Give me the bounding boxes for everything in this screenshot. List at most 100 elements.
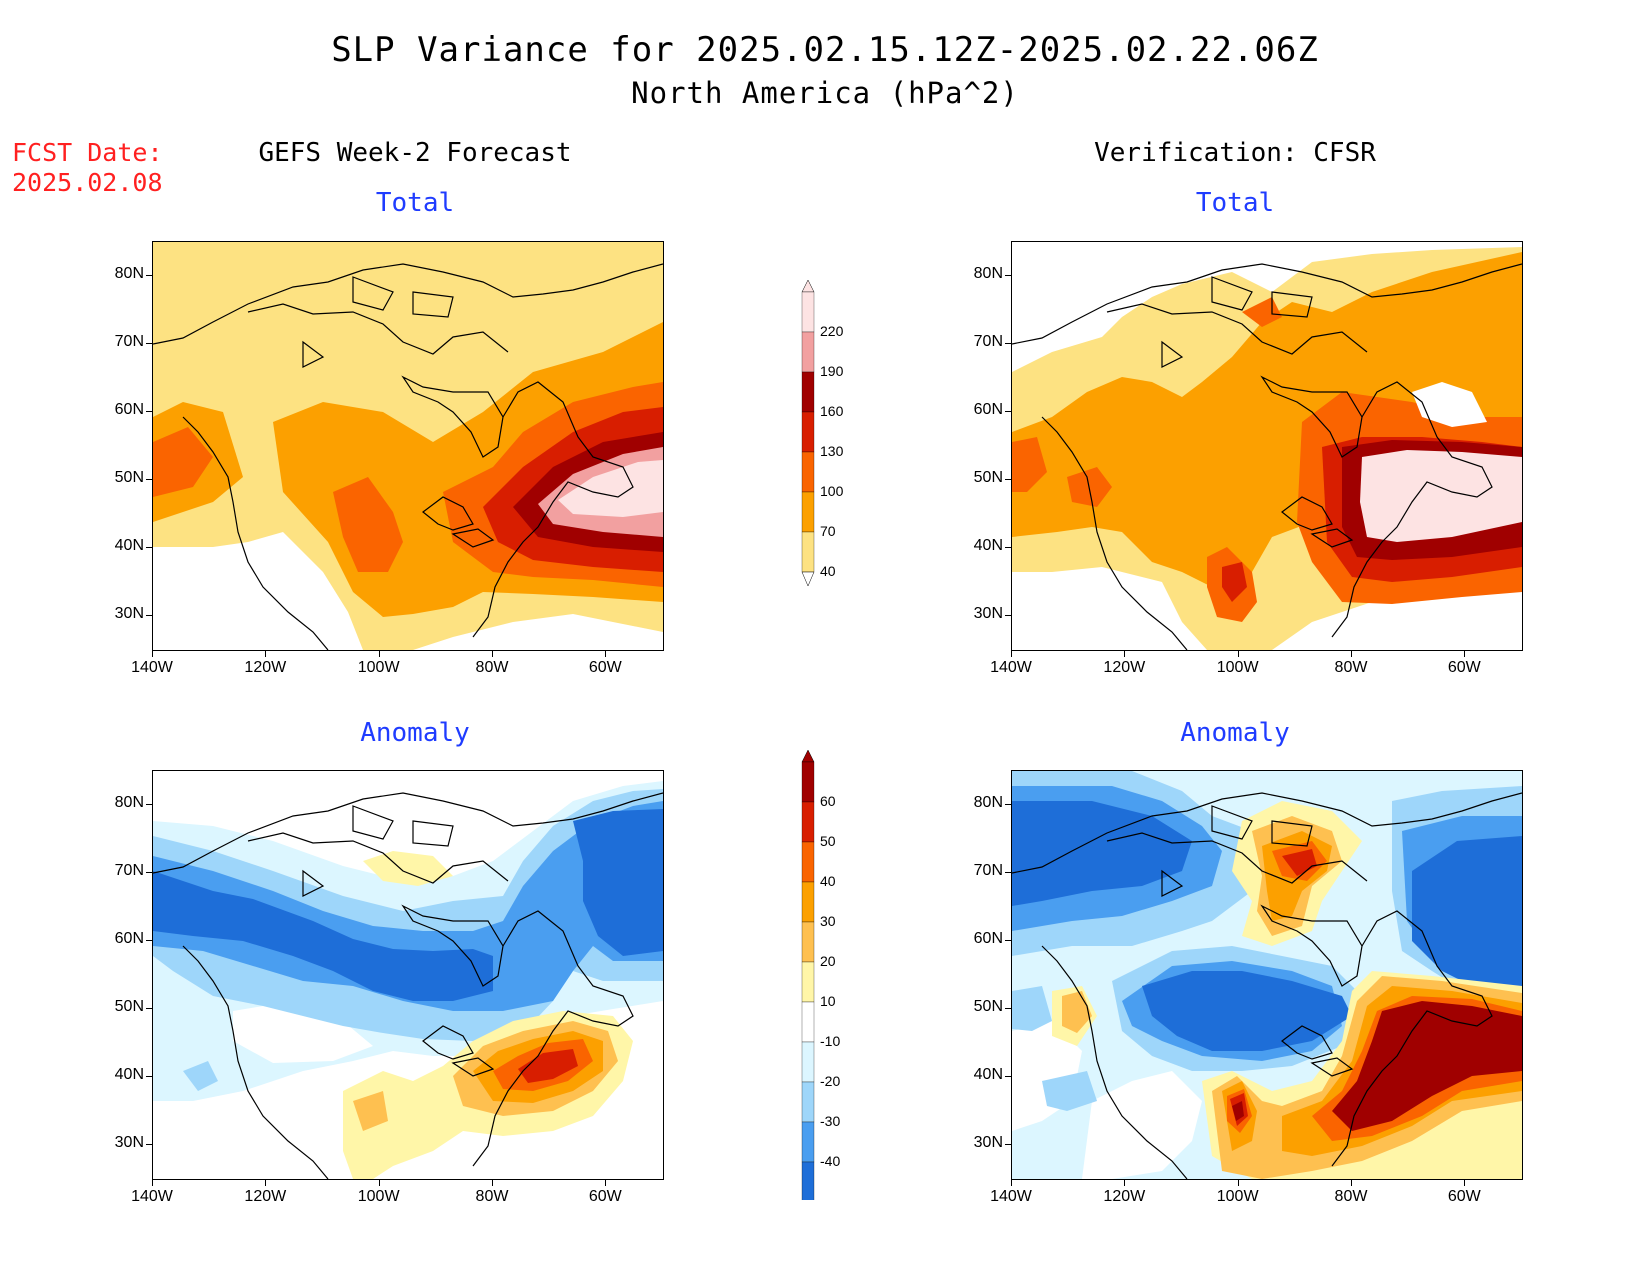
lat-tick-mark [1005, 343, 1011, 344]
lon-tick-mark [492, 1180, 493, 1186]
colorbar-label: 60 [820, 793, 836, 809]
lon-tick-mark [492, 651, 493, 657]
lat-tick-mark [146, 1076, 152, 1077]
lon-tick-mark [152, 1180, 153, 1186]
colorbar-segment [801, 1161, 815, 1200]
colorbar-label: 30 [820, 913, 836, 929]
lon-tick-mark [152, 651, 153, 657]
map-forecast-total [152, 241, 664, 651]
panel-title-forecast-total: Total [375, 188, 455, 218]
lon-tick-label: 140W [990, 1188, 1032, 1205]
panel-title-verification-anomaly: Anomaly [1180, 718, 1290, 748]
main-title: SLP Variance for 2025.02.15.12Z-2025.02.… [331, 30, 1319, 70]
colorbar-segment [801, 451, 815, 493]
lon-tick-mark [265, 651, 267, 657]
main-subtitle: North America (hPa^2) [631, 76, 1019, 110]
colorbar-label: 40 [820, 563, 836, 579]
lat-tick-label: 50N [114, 469, 144, 486]
lon-tick-label: 60W [588, 1188, 622, 1205]
lat-tick-label: 60N [973, 401, 1003, 418]
lat-tick-mark [1005, 275, 1011, 276]
colorbar-label: 160 [820, 403, 844, 419]
lon-tick-mark [1464, 1180, 1466, 1186]
colorbar-segment [801, 331, 815, 373]
colorbar-segment [801, 841, 815, 883]
fcst-date-label: FCST Date: [12, 138, 163, 167]
lat-tick-mark [146, 804, 152, 805]
lat-tick-label: 40N [114, 1066, 144, 1083]
lat-tick-mark [146, 940, 152, 941]
lat-tick-mark [1005, 1144, 1011, 1145]
colorbar-top-triangle [801, 750, 815, 763]
column-title-forecast: GEFS Week-2 Forecast [258, 138, 572, 168]
lat-tick-label: 50N [973, 998, 1003, 1015]
colorbar-top-triangle [801, 280, 815, 293]
lat-tick-mark [146, 547, 152, 548]
lon-tick-mark [1124, 651, 1126, 657]
colorbar-label: -20 [820, 1073, 841, 1089]
lat-tick-mark [146, 1144, 152, 1145]
lon-tick-label: 120W [244, 1188, 287, 1205]
lon-tick-mark [1351, 1180, 1352, 1186]
lat-tick-label: 80N [973, 794, 1003, 811]
lon-tick-label: 120W [1103, 1188, 1146, 1205]
colorbar-label: -10 [820, 1033, 841, 1049]
colorbar-anomaly [801, 750, 815, 1200]
colorbar-segment [801, 411, 815, 453]
colorbar-segment [801, 961, 815, 1003]
lat-tick-mark [146, 411, 152, 412]
lon-tick-label: 60W [1447, 659, 1481, 676]
lat-tick-label: 80N [114, 265, 144, 282]
lon-tick-mark [378, 651, 380, 657]
lon-tick-label: 100W [1216, 1188, 1259, 1205]
lat-tick-mark [146, 872, 152, 873]
colorbar-label: 10 [820, 993, 836, 1009]
lat-tick-label: 70N [114, 333, 144, 350]
lat-tick-mark [1005, 940, 1011, 941]
lat-tick-mark [146, 479, 152, 480]
lon-tick-label: 80W [1334, 1188, 1368, 1205]
lat-tick-mark [146, 615, 152, 616]
lat-tick-mark [1005, 1008, 1011, 1009]
panel-title-verification-total: Total [1195, 188, 1275, 218]
lon-tick-label: 60W [1447, 1188, 1481, 1205]
colorbar-label: 100 [820, 483, 844, 499]
lat-tick-label: 30N [114, 605, 144, 622]
colorbar-segment [801, 801, 815, 843]
lon-tick-label: 80W [475, 1188, 509, 1205]
lon-tick-label: 140W [990, 659, 1032, 676]
colorbar-segment [801, 1121, 815, 1163]
lat-tick-label: 70N [973, 862, 1003, 879]
lon-tick-mark [1237, 651, 1239, 657]
lat-tick-mark [146, 275, 152, 276]
lat-tick-label: 70N [973, 333, 1003, 350]
lat-tick-label: 30N [973, 605, 1003, 622]
lat-tick-label: 50N [114, 998, 144, 1015]
lat-tick-label: 40N [114, 537, 144, 554]
lat-tick-mark [1005, 547, 1011, 548]
lat-tick-label: 70N [114, 862, 144, 879]
lat-tick-label: 80N [973, 265, 1003, 282]
colorbar-bottom-triangle [801, 571, 815, 587]
colorbar-segment [801, 1041, 815, 1083]
lat-tick-mark [146, 1008, 152, 1009]
lat-tick-label: 50N [973, 469, 1003, 486]
lat-tick-mark [1005, 872, 1011, 873]
colorbar-segment [801, 1081, 815, 1123]
lon-tick-mark [1464, 651, 1466, 657]
lat-tick-mark [1005, 1076, 1011, 1077]
lon-tick-label: 80W [1334, 659, 1368, 676]
colorbar-segment [801, 291, 815, 333]
map-verification-total [1011, 241, 1523, 651]
colorbar-segment [801, 1001, 815, 1043]
colorbar-segment [801, 371, 815, 413]
colorbar-label: -40 [820, 1153, 841, 1169]
colorbar-label: 70 [820, 523, 836, 539]
lat-tick-mark [1005, 804, 1011, 805]
lat-tick-label: 60N [973, 930, 1003, 947]
colorbar-segment [801, 491, 815, 533]
column-title-verification: Verification: CFSR [1094, 138, 1376, 168]
lat-tick-label: 80N [114, 794, 144, 811]
colorbar-label: 50 [820, 833, 836, 849]
lon-tick-mark [378, 1180, 380, 1186]
